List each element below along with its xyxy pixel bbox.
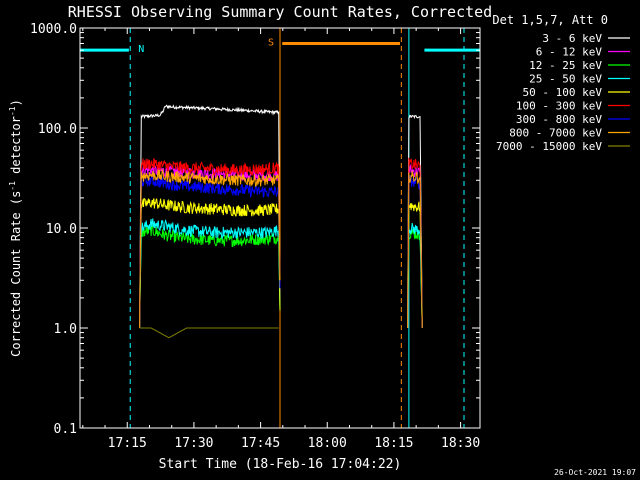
legend-label-2: 12 - 25 keV <box>529 59 602 72</box>
x-tick-label-5: 18:30 <box>441 436 480 451</box>
x-tick-label-3: 18:00 <box>308 436 347 451</box>
legend-label-8: 7000 - 15000 keV <box>496 140 602 153</box>
x-tick-label-1: 17:30 <box>174 436 213 451</box>
footer-timestamp: 26-Oct-2021 19:07 <box>554 468 636 477</box>
series-line-8-seg-0 <box>139 327 279 339</box>
y-axis-label-end: ) <box>9 99 23 106</box>
y-axis-label-sup: -1 <box>8 181 17 191</box>
y-axis-label-mid: detector <box>9 116 23 181</box>
series-line-3-seg-0 <box>139 218 281 329</box>
x-tick-label-4: 18:15 <box>374 436 413 451</box>
legend-label-1: 6 - 12 keV <box>536 46 603 59</box>
y-axis-label-main: Corrected Count Rate (s <box>9 191 23 357</box>
legend-label-0: 3 - 6 keV <box>542 32 602 45</box>
series-line-4-seg-1 <box>407 201 423 329</box>
series-line-7-seg-1 <box>407 170 423 329</box>
y-tick-label-1: 1.0 <box>54 322 77 337</box>
y-tick-label-0: 0.1 <box>54 422 77 437</box>
y-tick-label-4: 1000.0 <box>30 22 77 37</box>
series-line-0-seg-1 <box>407 114 423 329</box>
flag-s-label: S <box>268 37 274 48</box>
series-line-2-seg-0 <box>139 223 281 329</box>
series-line-5-seg-1 <box>407 157 423 329</box>
legend-header: Det 1,5,7, Att 0 <box>492 13 608 27</box>
legend-label-6: 300 - 800 keV <box>516 113 602 126</box>
y-tick-label-3: 100.0 <box>38 122 77 137</box>
legend-label-3: 25 - 50 keV <box>529 73 602 86</box>
x-tick-label-2: 17:45 <box>241 436 280 451</box>
series-line-0-seg-0 <box>139 104 281 329</box>
legend-label-4: 50 - 100 keV <box>523 86 603 99</box>
x-axis-label: Start Time (18-Feb-16 17:04:22) <box>159 457 402 472</box>
chart-title: RHESSI Observing Summary Count Rates, Co… <box>68 3 492 21</box>
y-axis-label-sup2: -1 <box>8 106 17 116</box>
series-line-7-seg-0 <box>139 168 281 329</box>
series-line-6-seg-0 <box>139 173 281 329</box>
y-axis-label: Corrected Count Rate (s-1 detector-1) <box>8 99 23 357</box>
y-axis: 0.1 1.0 10.0 100.0 1000.0 <box>30 22 480 437</box>
legend-label-5: 100 - 300 keV <box>516 100 602 113</box>
series-layer <box>139 104 423 339</box>
series-line-4-seg-0 <box>139 197 281 329</box>
y-tick-label-2: 10.0 <box>46 222 77 237</box>
series-line-1-seg-0 <box>139 164 281 329</box>
legend-label-7: 800 - 7000 keV <box>509 127 602 140</box>
series-line-5-seg-0 <box>139 158 281 329</box>
x-tick-label-0: 17:15 <box>108 436 147 451</box>
series-line-3-seg-1 <box>407 222 423 329</box>
flag-n-label: N <box>138 44 144 55</box>
x-axis: 17:15 17:30 17:45 18:00 18:15 18:30 <box>82 28 480 451</box>
